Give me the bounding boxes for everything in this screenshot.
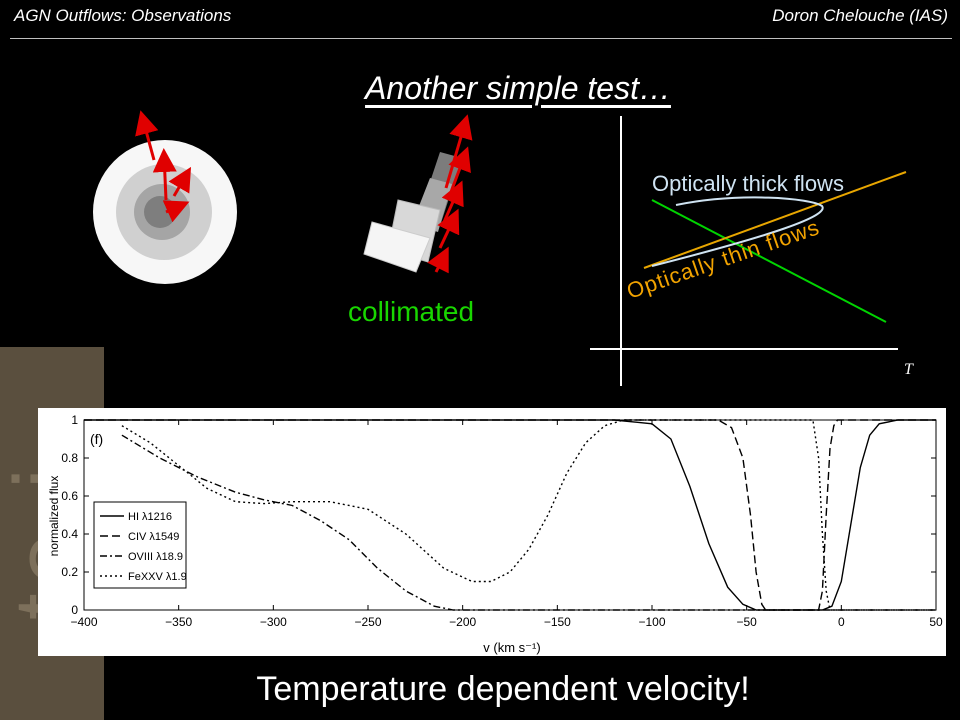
- x-axis-label: v (km s⁻¹): [483, 640, 540, 655]
- x-tick-label: −100: [638, 615, 665, 629]
- sketch-plot: Optically thick flows Optically thin flo…: [590, 116, 914, 386]
- collimated-outflow-icon: [363, 114, 473, 274]
- velocity-plot: −400 −350 −300 −250 −200 −150 −100 −50 0 50 0 0.2 0.…: [47, 413, 943, 655]
- x-tick-label: −200: [449, 615, 476, 629]
- y-tick-label: 1: [71, 413, 78, 427]
- plot-series-group: [84, 419, 936, 611]
- legend-label: FeXXV λ1.9: [128, 571, 187, 583]
- series-line-3: [121, 434, 936, 611]
- thick-flows-label: Optically thick flows: [652, 171, 844, 196]
- sketch-heating-line: [643, 171, 907, 269]
- header-divider: [10, 38, 952, 39]
- plot-ticks-group: −400 −350 −300 −250 −200 −150 −100 −50 0 50 0 0.2 0.…: [61, 413, 943, 629]
- header-bar: AGN Outflows: Observations Doron Chelouc…: [0, 0, 960, 40]
- x-tick-label: −400: [70, 615, 97, 629]
- y-tick-label: 0: [71, 603, 78, 617]
- x-tick-label: −50: [736, 615, 757, 629]
- legend-label: HI λ1216: [128, 511, 172, 523]
- header-right-text: Doron Chelouche (IAS): [772, 6, 948, 25]
- sketch-thick-curve: [651, 196, 824, 267]
- sketch-cooling-line: [651, 199, 887, 323]
- legend-label: OVIII λ18.9: [128, 551, 183, 563]
- sketch-x-label: T: [904, 361, 914, 378]
- header-left-text: AGN Outflows: Observations: [14, 6, 232, 25]
- series-line-1: [84, 419, 936, 611]
- series-line-4: [121, 419, 936, 611]
- y-axis-label: normalized flux: [47, 476, 61, 557]
- panel-label: (f): [90, 431, 103, 447]
- x-tick-label: −250: [354, 615, 381, 629]
- y-tick-label: 0.2: [61, 565, 78, 579]
- velocity-plot-panel: −400 −350 −300 −250 −200 −150 −100 −50 0 50 0 0.2 0.…: [38, 408, 946, 656]
- y-tick-label: 0.4: [61, 527, 78, 541]
- plot-frame: [83, 419, 937, 611]
- y-tick-label: 0.6: [61, 489, 78, 503]
- x-tick-label: −150: [544, 615, 571, 629]
- spherical-outflow-icon: [93, 110, 237, 284]
- x-tick-label: 0: [838, 615, 845, 629]
- thin-flows-label: Optically thin flows: [623, 214, 822, 303]
- illustration-diagrams: Optically thick flows Optically thin flo…: [93, 110, 914, 386]
- slide-title: Another simple test…: [365, 70, 671, 106]
- series-line-2: [84, 419, 936, 611]
- x-tick-label: 50: [929, 615, 943, 629]
- legend-label: CIV λ1549: [128, 531, 179, 543]
- plot-axes-box: [83, 419, 937, 611]
- x-tick-label: −300: [260, 615, 287, 629]
- collimated-label: collimated: [348, 296, 475, 327]
- y-tick-label: 0.8: [61, 451, 78, 465]
- slide-caption: Temperature dependent velocity!: [256, 670, 750, 708]
- plot-legend: HI λ1216 CIV λ1549 OVIII λ18.9 FeXXV λ1.9: [93, 501, 187, 589]
- x-tick-label: −350: [165, 615, 192, 629]
